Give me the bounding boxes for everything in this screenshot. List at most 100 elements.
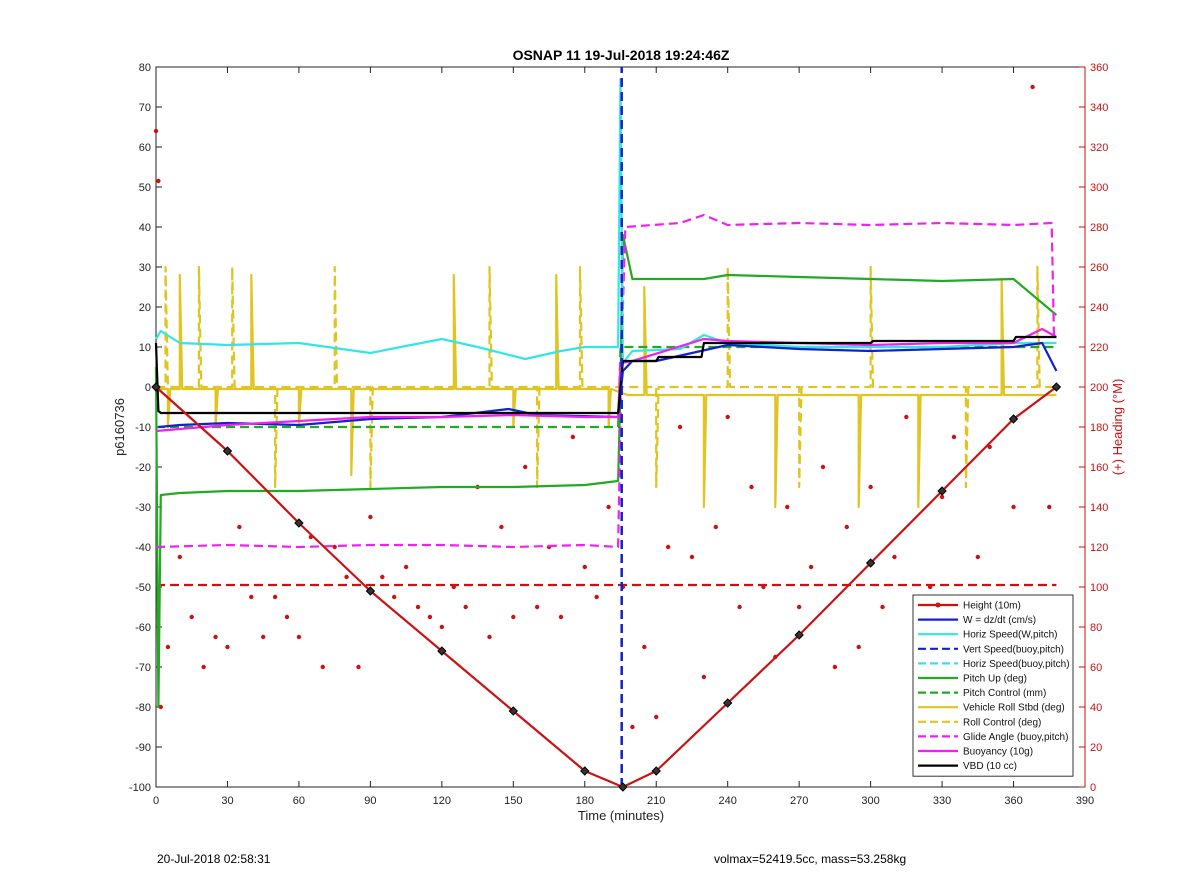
y-tick-label-left: -70	[135, 662, 151, 674]
heading-point	[189, 614, 194, 620]
heading-point	[987, 444, 992, 450]
y-tick-label-left: -40	[135, 542, 151, 554]
heading-point	[951, 434, 957, 440]
heading-point	[284, 614, 290, 620]
series-glide-angle-buoy-pitch	[155, 213, 1056, 549]
heading-point	[158, 704, 163, 710]
height-marker	[580, 766, 590, 776]
legend-label: Vehicle Roll Stbd (deg)	[963, 703, 1065, 714]
y-tick-label-left: 40	[139, 222, 151, 234]
y-tick-label-left: 30	[139, 262, 151, 274]
legend-label: Glide Angle (buoy,pitch)	[963, 732, 1068, 743]
heading-point	[761, 584, 766, 590]
legend-label: Height (10m)	[963, 601, 1021, 612]
legend-label: Horiz Speed(W,pitch)	[963, 630, 1057, 641]
heading-point	[153, 128, 159, 134]
y-tick-label-right: 120	[1090, 542, 1108, 554]
legend-entry: W = dz/dt (cm/s)	[918, 615, 1036, 626]
y-tick-label-right: 80	[1090, 622, 1102, 634]
heading-point	[939, 494, 945, 500]
series-roll-control-deg	[156, 265, 1057, 489]
heading-point	[892, 554, 897, 560]
legend-dot	[935, 602, 941, 608]
heading-point	[332, 544, 337, 550]
y-tick-label-left: 10	[139, 342, 151, 354]
x-tick-label: 90	[364, 795, 376, 807]
y-tick-label-left: 60	[139, 142, 151, 154]
y-tick-label-right: 40	[1090, 702, 1102, 714]
y-tick-label-right: 200	[1090, 382, 1108, 394]
heading-point	[296, 634, 302, 640]
heading-point	[177, 554, 183, 560]
heading-point	[403, 564, 409, 570]
x-tick-label: 210	[647, 795, 665, 807]
height-marker	[651, 766, 661, 776]
y-tick-label-right: 0	[1090, 782, 1096, 794]
series-pitch-up-deg	[154, 233, 1058, 709]
heading-point	[665, 544, 671, 550]
legend-label: Vert Speed(buoy,pitch)	[963, 644, 1064, 655]
heading-point	[880, 604, 885, 610]
heading-point	[808, 564, 814, 570]
heading-point	[927, 584, 933, 590]
heading-point	[844, 524, 849, 530]
y-tick-label-left: -100	[129, 782, 151, 794]
chart-title: OSNAP 11 19-Jul-2018 19:24:46Z	[513, 47, 730, 63]
heading-point	[785, 504, 790, 510]
legend-entry: Glide Angle (buoy,pitch)	[918, 732, 1068, 743]
legend-entry: Vert Speed(buoy,pitch)	[918, 644, 1064, 655]
x-tick-label: 240	[719, 795, 737, 807]
heading-point	[796, 604, 802, 610]
heading-point	[677, 424, 683, 430]
y-tick-label-left: 20	[139, 302, 151, 314]
heading-point	[820, 464, 826, 470]
y-tick-label-left: 80	[139, 62, 151, 74]
x-tick-label: 180	[576, 795, 594, 807]
legend-entry: Horiz Speed(W,pitch)	[918, 630, 1057, 641]
height-marker	[1008, 414, 1019, 424]
series-vbd-10-cc	[154, 335, 1057, 415]
heading-point	[272, 594, 278, 600]
x-tick-label: 330	[933, 795, 951, 807]
heading-point	[165, 644, 171, 650]
y-tick-label-right: 220	[1090, 342, 1108, 354]
heading-point	[523, 464, 528, 470]
y-tick-label-left: -50	[135, 582, 151, 594]
legend-label: Buoyancy (10g)	[963, 747, 1033, 758]
x-tick-label: 270	[790, 795, 808, 807]
series-vehicle-roll-stbd-deg	[156, 273, 1057, 509]
heading-point	[737, 604, 742, 610]
x-tick-label: 150	[504, 795, 522, 807]
y-axis-label-right: (+) Heading (°M)	[1110, 379, 1125, 476]
heading-point	[511, 614, 516, 620]
y-tick-label-right: 280	[1090, 222, 1108, 234]
legend-entry: Pitch Up (deg)	[918, 674, 1027, 685]
heading-point	[689, 554, 695, 560]
heading-point	[582, 564, 587, 570]
y-tick-label-right: 260	[1090, 262, 1108, 274]
heading-point	[415, 604, 421, 610]
heading-point	[1030, 84, 1035, 90]
y-tick-label-left: -20	[135, 462, 151, 474]
y-tick-label-right: 160	[1090, 462, 1108, 474]
heading-point	[368, 514, 373, 520]
heading-point	[749, 484, 754, 490]
legend-label: W = dz/dt (cm/s)	[963, 615, 1036, 626]
series-w-dz-dt-cm-s	[158, 341, 1058, 429]
y-tick-label-left: -90	[135, 742, 151, 754]
heading-point	[451, 584, 456, 590]
y-tick-label-right: 180	[1090, 422, 1108, 434]
heading-point	[725, 414, 730, 420]
legend-label: VBD (10 cc)	[963, 761, 1017, 772]
heading-point	[249, 594, 254, 600]
heading-point	[1011, 504, 1016, 510]
heading-point	[380, 574, 385, 580]
y-tick-label-left: 50	[139, 182, 151, 194]
heading-point	[975, 554, 981, 560]
height-marker	[618, 782, 628, 792]
x-tick-label: 120	[433, 795, 451, 807]
legend-label: Pitch Up (deg)	[963, 674, 1027, 685]
footer-volmax-mass: volmax=52419.5cc, mass=53.258kg	[714, 852, 907, 866]
legend-entry: Roll Control (deg)	[918, 717, 1041, 728]
